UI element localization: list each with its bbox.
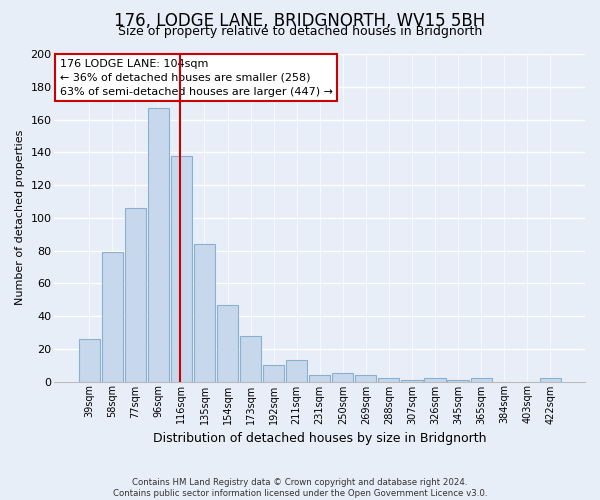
Bar [378,378,400,382]
Text: Size of property relative to detached houses in Bridgnorth: Size of property relative to detached ho… [118,25,482,38]
Bar [194,244,215,382]
Text: 176 LODGE LANE: 104sqm
← 36% of detached houses are smaller (258)
63% of semi-de: 176 LODGE LANE: 104sqm ← 36% of detached… [60,59,333,97]
Bar [448,380,469,382]
Bar [263,365,284,382]
Bar [171,156,192,382]
Bar [355,375,376,382]
Bar [240,336,261,382]
Bar [125,208,146,382]
Text: 176, LODGE LANE, BRIDGNORTH, WV15 5BH: 176, LODGE LANE, BRIDGNORTH, WV15 5BH [115,12,485,30]
Bar [101,252,123,382]
Bar [286,360,307,382]
Bar [309,375,331,382]
Bar [332,374,353,382]
Bar [539,378,561,382]
Bar [424,378,446,382]
Bar [148,108,169,382]
Bar [79,339,100,382]
Y-axis label: Number of detached properties: Number of detached properties [15,130,25,306]
Bar [401,380,422,382]
Bar [217,304,238,382]
Bar [470,378,492,382]
X-axis label: Distribution of detached houses by size in Bridgnorth: Distribution of detached houses by size … [153,432,487,445]
Text: Contains HM Land Registry data © Crown copyright and database right 2024.
Contai: Contains HM Land Registry data © Crown c… [113,478,487,498]
